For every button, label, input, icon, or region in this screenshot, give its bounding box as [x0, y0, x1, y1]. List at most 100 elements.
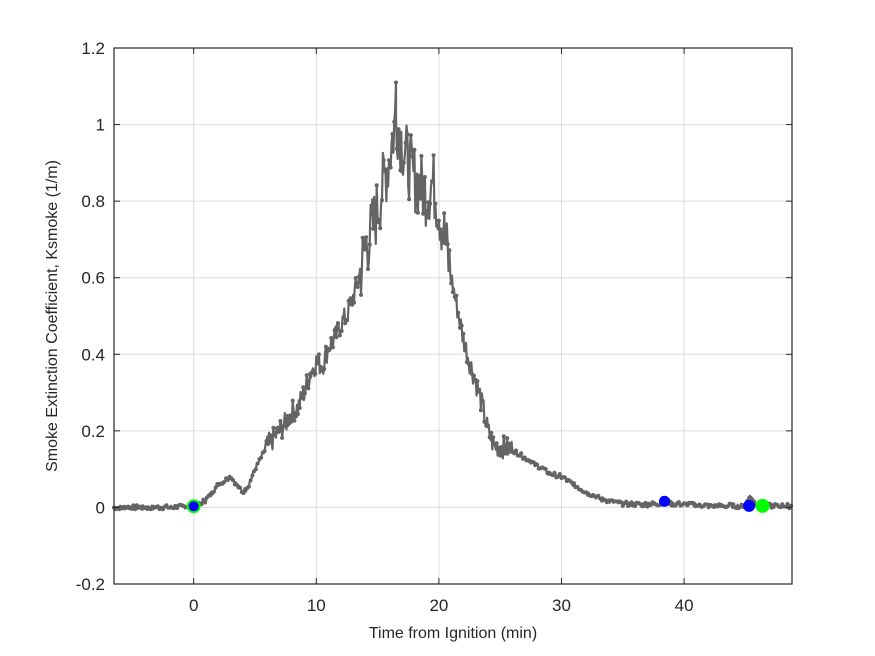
data-point	[357, 274, 362, 279]
data-point	[369, 212, 374, 217]
x-tick-label: 40	[675, 596, 694, 615]
data-point	[287, 421, 292, 426]
data-point	[373, 220, 377, 225]
data-series	[112, 80, 794, 512]
data-point	[394, 146, 399, 151]
data-point	[498, 453, 503, 458]
data-point	[435, 223, 440, 228]
x-axis-label: Time from Ignition (min)	[369, 625, 537, 642]
data-point	[503, 451, 508, 456]
data-point	[643, 500, 648, 505]
data-point	[431, 153, 436, 158]
data-point	[463, 344, 468, 349]
data-point	[500, 450, 504, 455]
x-tick-label: 10	[307, 596, 326, 615]
data-point	[450, 290, 455, 295]
data-point	[367, 242, 372, 247]
data-point	[480, 399, 485, 403]
data-point	[266, 442, 271, 446]
data-point	[487, 435, 492, 440]
data-point	[283, 417, 288, 422]
axis-ticks	[114, 47, 792, 585]
data-point	[285, 413, 290, 418]
data-point	[253, 467, 258, 472]
data-point	[456, 310, 461, 315]
data-point	[222, 479, 227, 484]
data-point	[454, 293, 459, 298]
data-point	[438, 227, 443, 232]
data-point	[374, 183, 379, 188]
y-tick-label: 0.8	[81, 192, 105, 211]
data-point	[422, 175, 427, 179]
data-point	[311, 368, 316, 373]
data-point	[280, 435, 285, 440]
data-point	[211, 489, 216, 494]
data-point	[417, 191, 422, 196]
data-point	[468, 363, 473, 368]
data-point	[408, 133, 413, 138]
data-point	[337, 333, 342, 338]
data-point	[414, 191, 419, 196]
data-point	[447, 248, 452, 253]
data-point	[327, 347, 332, 352]
data-point	[531, 460, 536, 465]
y-tick-label: -0.2	[76, 575, 105, 594]
data-point	[360, 235, 365, 240]
data-point	[269, 440, 274, 445]
data-point	[353, 276, 358, 280]
data-point	[392, 119, 397, 124]
data-point	[295, 412, 300, 416]
data-point	[676, 500, 681, 505]
data-point	[288, 415, 293, 420]
marker-blue-45	[743, 499, 756, 512]
data-point	[514, 448, 518, 453]
data-point	[445, 242, 450, 246]
data-point	[387, 158, 391, 163]
data-point	[281, 424, 286, 429]
data-point	[403, 140, 408, 145]
data-point	[278, 419, 283, 423]
data-point	[313, 371, 318, 376]
y-tick-label: 1	[96, 116, 105, 135]
data-point	[306, 386, 311, 391]
data-point	[396, 127, 401, 132]
data-point	[407, 197, 412, 202]
data-point	[250, 473, 255, 478]
data-point	[336, 321, 341, 326]
y-axis-label: Smoke Extinction Coefficient, Ksmoke (1/…	[44, 160, 61, 472]
data-point	[778, 505, 783, 510]
data-point	[436, 218, 441, 223]
data-point	[348, 296, 353, 301]
data-point	[302, 391, 307, 396]
data-point	[255, 461, 260, 466]
data-point	[491, 435, 496, 440]
data-point	[133, 507, 137, 512]
data-point	[475, 379, 480, 384]
data-point	[248, 478, 253, 483]
data-point	[505, 436, 510, 441]
data-point	[433, 201, 438, 206]
data-point	[535, 462, 539, 467]
event-markers	[186, 495, 770, 514]
data-point	[225, 478, 230, 482]
data-point	[494, 441, 499, 446]
data-point	[276, 429, 281, 434]
data-point	[522, 455, 527, 460]
data-point	[271, 425, 276, 430]
data-point	[359, 292, 363, 297]
data-point	[366, 267, 370, 271]
y-tick-label: 0.2	[81, 422, 105, 441]
data-point	[259, 455, 264, 460]
y-tick-label: 0.6	[81, 269, 105, 288]
x-tick-labels: 0 10 20 30 40	[189, 596, 694, 615]
data-point	[329, 336, 334, 340]
data-point	[785, 502, 790, 506]
data-point	[201, 497, 206, 502]
data-point	[203, 500, 208, 505]
marker-green-46	[755, 498, 770, 513]
data-point	[297, 406, 302, 410]
y-tick-label: 0.4	[81, 345, 105, 364]
data-point	[440, 230, 445, 235]
data-point	[489, 430, 494, 435]
data-point	[405, 132, 410, 137]
